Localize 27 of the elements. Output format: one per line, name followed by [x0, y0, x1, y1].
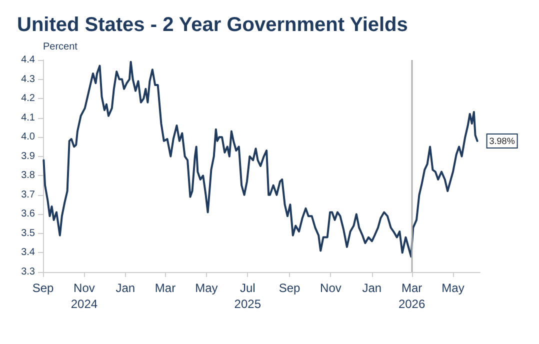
- y-tick-label: 3.7: [21, 189, 36, 200]
- y-tick-label: 3.4: [21, 247, 36, 258]
- x-tick-label: Sep: [32, 281, 54, 295]
- x-tick-label: Mar 2026: [398, 281, 426, 311]
- y-axis-title: Percent: [43, 42, 78, 52]
- y-tick-label: 4.3: [21, 74, 36, 85]
- y-tick-label: 3.9: [21, 150, 36, 162]
- y-tick-label: 4.4: [21, 54, 36, 66]
- y-tick-label: 4.2: [21, 93, 36, 104]
- annotation: 3.98%: [489, 136, 515, 146]
- x-tick-label: Sep: [278, 281, 301, 295]
- x-tick-label: Nov 2024: [70, 281, 98, 311]
- line-series: [42, 60, 478, 258]
- y-tick-label: 3.8: [21, 170, 36, 182]
- chart-title: United States - 2 Year Government Yields: [17, 14, 408, 36]
- x-tick-label: Jan: [116, 281, 136, 295]
- y-tick-label: 3.3: [21, 266, 36, 278]
- y-tick-label: 4.0: [21, 132, 36, 143]
- x-tick-label: Mar: [154, 281, 176, 295]
- y-tick-label: 3.5: [21, 228, 36, 239]
- y-tick-label: 4.1: [21, 112, 36, 124]
- x-tick-label: May: [442, 281, 464, 295]
- x-tick-label: Jan: [362, 281, 382, 295]
- x-tick-label: Nov: [320, 281, 342, 295]
- y-tick-label: 3.6: [21, 208, 36, 220]
- x-tick-label: Jul 2025: [234, 281, 262, 311]
- x-tick-label: May: [195, 281, 218, 295]
